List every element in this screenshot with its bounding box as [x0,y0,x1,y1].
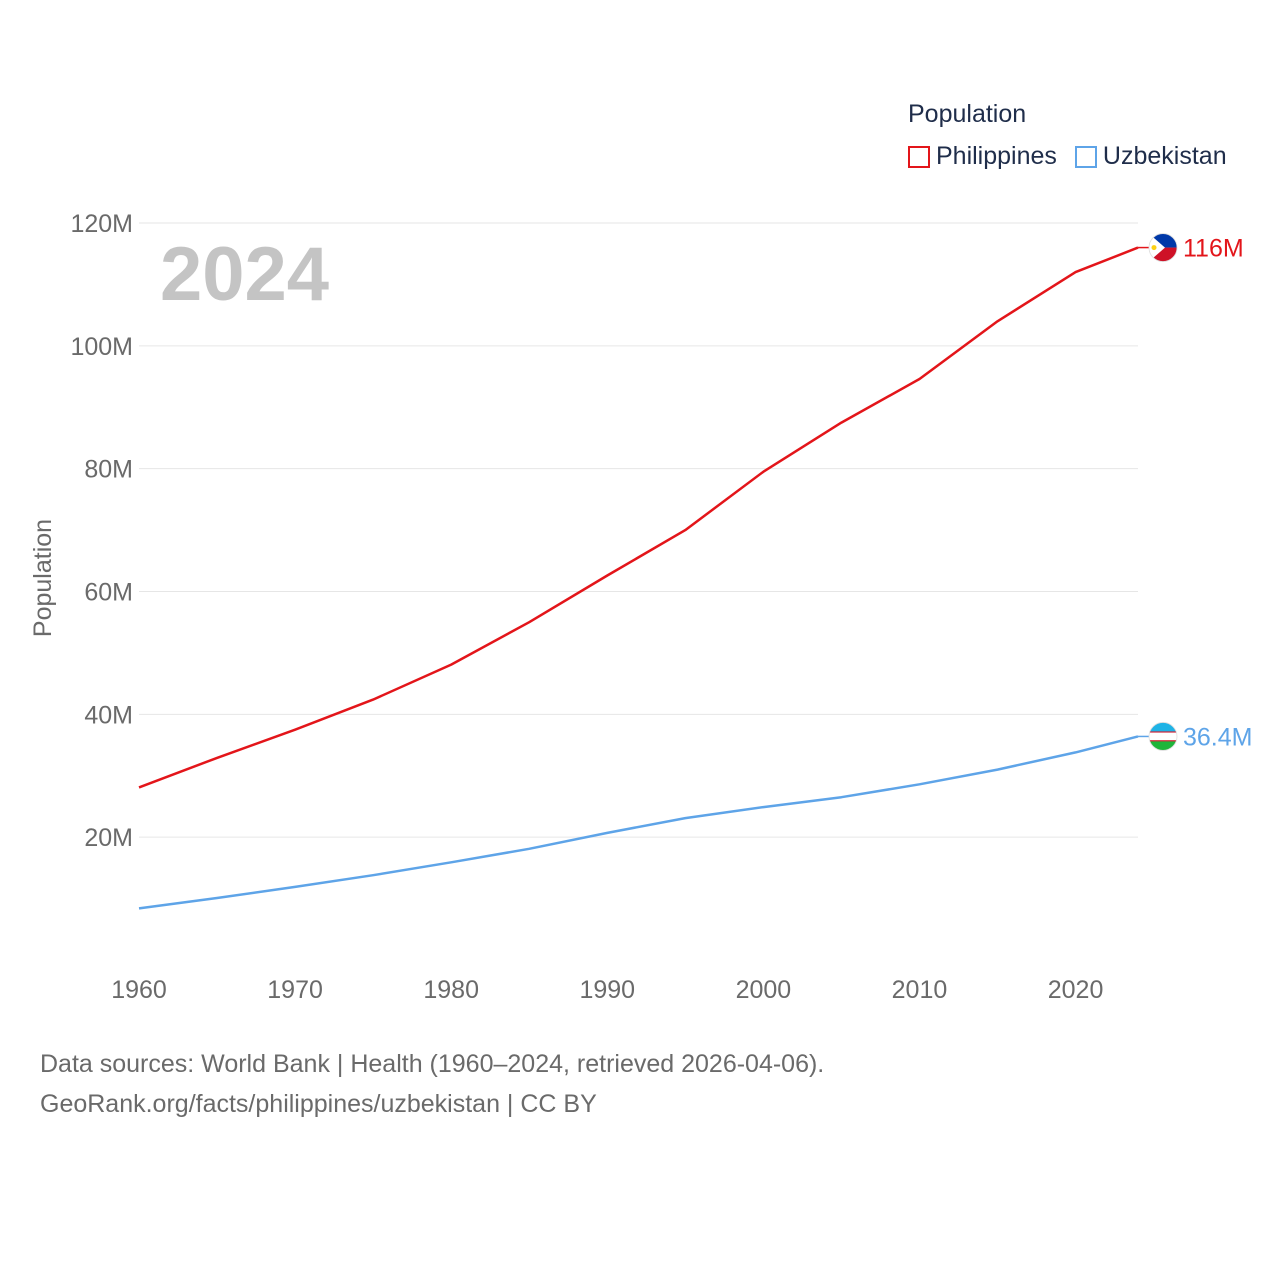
x-tick-label: 1970 [267,976,323,1004]
y-tick-label: 100M [70,333,133,361]
flag-philippines-icon [1148,233,1178,262]
y-tick-label: 20M [84,824,133,852]
footer: Data sources: World Bank | Health (1960–… [40,1044,824,1124]
y-tick-label: 120M [70,210,133,238]
x-tick-label: 2010 [892,976,948,1004]
legend-swatch-uzbekistan [1074,145,1097,168]
source-link[interactable]: GeoRank.org/facts/philippines/uzbekistan… [40,1090,597,1118]
legend-item-uzbekistan[interactable]: Uzbekistan [1074,142,1227,171]
series-line-philippines[interactable] [138,246,1139,789]
legend: Philippines Uzbekistan [908,142,1245,171]
series-line-uzbekistan[interactable] [138,735,1139,910]
data-sources-text: Data sources: World Bank | Health (1960–… [40,1050,825,1078]
y-axis-label: Population [29,519,57,637]
y-axis-ticks: 20M 40M 60M 80M 100M 120M [70,210,133,852]
legend-label-uzbekistan: Uzbekistan [1102,142,1227,170]
x-tick-label: 1960 [111,976,167,1004]
legend-label-philippines: Philippines [936,142,1057,170]
x-tick-label: 1980 [423,976,479,1004]
legend-swatch-philippines [908,145,930,168]
x-axis-ticks: 1960 1970 1980 1990 2000 2010 2020 [111,976,1103,1004]
x-tick-label: 2000 [736,976,792,1004]
flag-uzbekistan-icon [1148,722,1178,751]
end-markers: 116M 36.4M [1138,233,1252,751]
x-tick-label: 1990 [579,976,635,1004]
y-tick-label: 80M [84,456,133,484]
year-label: 2024 [160,232,329,317]
end-label-uzbekistan: 36.4M [1183,723,1252,751]
legend-item-philippines[interactable]: Philippines [908,142,1057,171]
gridlines [139,222,1138,838]
y-tick-label: 40M [84,701,133,729]
end-label-philippines: 116M [1183,235,1244,263]
x-tick-label: 2020 [1048,976,1104,1004]
y-tick-label: 60M [84,579,133,607]
series-lines [138,246,1139,910]
legend-title: Population [908,100,1027,128]
